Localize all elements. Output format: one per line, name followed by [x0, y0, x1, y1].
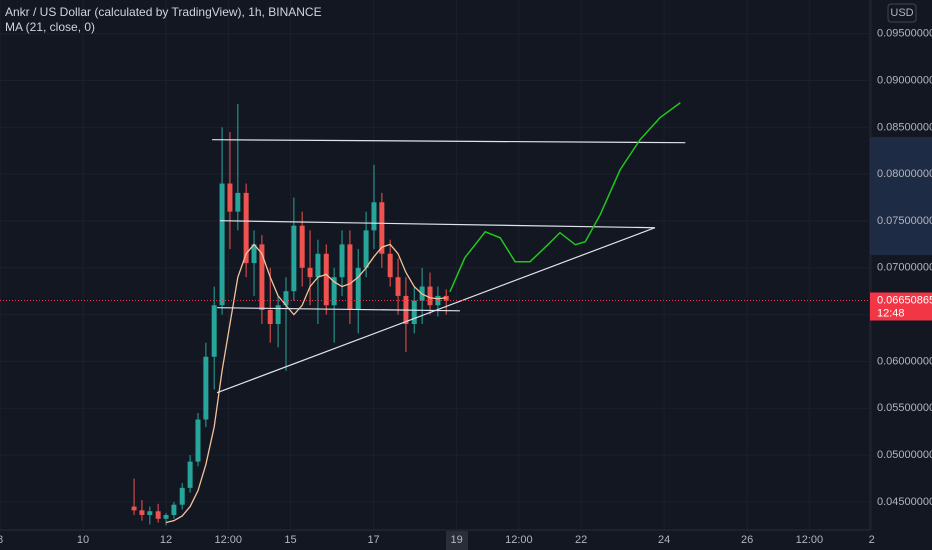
candle-body: [347, 244, 353, 310]
candle-body: [195, 419, 201, 462]
candle-body: [283, 291, 289, 306]
candle-body: [275, 305, 281, 324]
last-price-box: [870, 292, 932, 321]
candle-body: [179, 487, 185, 505]
x-tick-label: 19: [450, 534, 462, 546]
x-tick-label: 17: [367, 534, 379, 546]
candle-body: [251, 244, 257, 264]
candle-body: [379, 202, 385, 254]
candle-body: [211, 305, 217, 357]
candle-body: [187, 461, 193, 488]
candle-body: [427, 286, 433, 306]
x-tick-label: 12:00: [505, 534, 533, 546]
x-tick-label: 26: [741, 534, 753, 546]
y-tick-label: 0.08500000: [877, 121, 932, 133]
candle-body: [243, 192, 249, 264]
candle-body: [331, 277, 337, 306]
candle-body: [171, 504, 177, 516]
x-tick-label: 12:00: [215, 534, 243, 546]
drawing-line: [212, 139, 686, 144]
candle-body: [267, 309, 273, 324]
x-tick-label: 12:00: [796, 534, 824, 546]
candle-body: [291, 225, 297, 292]
y-tick-label: 0.04500000: [877, 496, 932, 508]
candle-body: [355, 267, 361, 310]
drawing-line: [217, 307, 460, 312]
y-tick-label: 0.07000000: [877, 262, 932, 274]
candle-body: [139, 510, 145, 516]
candle-body: [411, 300, 417, 324]
chart-title: Ankr / US Dollar (calculated by TradingV…: [5, 5, 322, 19]
candle-body: [155, 511, 161, 519]
candle-body: [299, 225, 305, 268]
y-tick-label: 0.06000000: [877, 355, 932, 367]
candle-body: [315, 253, 321, 278]
candle-body: [371, 202, 377, 231]
x-tick-label: 8: [0, 534, 3, 546]
drawing-line: [216, 227, 656, 394]
y-tick-label: 0.05000000: [877, 449, 932, 461]
candle-body: [323, 253, 329, 306]
x-tick-label: 10: [77, 534, 89, 546]
x-tick-label: 24: [658, 534, 670, 546]
y-tick-label: 0.08000000: [877, 168, 932, 180]
candle-body: [339, 244, 345, 278]
candle-body: [203, 356, 209, 420]
x-tick-label: 12: [160, 534, 172, 546]
candle-body: [395, 277, 401, 296]
drawing-line: [449, 102, 681, 293]
candle-body: [227, 183, 233, 212]
grid: [0, 0, 872, 530]
indicator-label: MA (21, close, 0): [5, 20, 95, 34]
countdown-label: 12:48: [877, 307, 905, 319]
plot-area: [0, 102, 870, 526]
currency-button[interactable]: [887, 3, 917, 23]
candle-body: [219, 183, 225, 306]
x-tick-label: 2: [869, 534, 875, 546]
currency-label[interactable]: USD: [890, 7, 913, 19]
candle-body: [307, 267, 313, 278]
y-tick-label: 0.09500000: [877, 28, 932, 40]
last-price-label: 0.06650865: [877, 294, 932, 306]
candle-body: [435, 295, 441, 306]
x-tick-label: 22: [575, 534, 587, 546]
y-tick-label: 0.05500000: [877, 402, 932, 414]
candle-body: [163, 515, 169, 519]
candle-body: [131, 506, 137, 511]
candle-body: [147, 511, 153, 516]
candle-body: [363, 230, 369, 268]
axes: 0.04500000 0.05000000 0.05500000 0.06000000…: [0, 28, 932, 546]
candle-body: [387, 253, 393, 278]
axis-highlight: [870, 137, 932, 255]
y-tick-label: 0.09000000: [877, 74, 932, 86]
x-tick-label: 15: [284, 534, 296, 546]
candle-body: [259, 244, 265, 310]
time-highlight: [446, 531, 468, 550]
y-tick-label: 0.07500000: [877, 215, 932, 227]
candle-body: [235, 192, 241, 212]
drawing-line: [219, 220, 655, 229]
indicator-line: [165, 243, 447, 524]
